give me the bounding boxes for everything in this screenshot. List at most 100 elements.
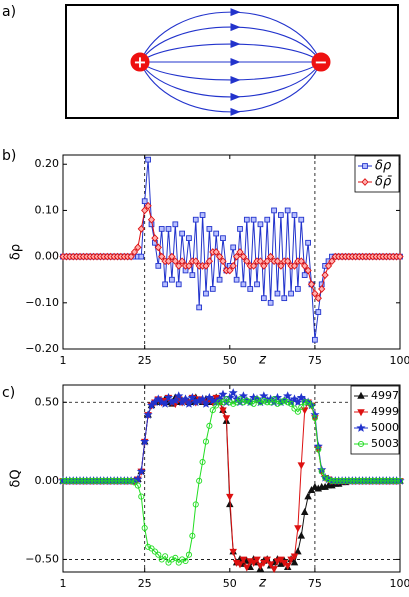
field-arrow [230, 58, 241, 66]
x-axis-label: z [258, 576, 267, 591]
marker [383, 477, 390, 484]
marker [128, 477, 135, 484]
marker [250, 216, 257, 223]
marker [133, 474, 143, 484]
marker [143, 410, 153, 419]
marker [243, 564, 251, 572]
marker [170, 395, 180, 405]
marker [138, 493, 145, 500]
marker [228, 388, 238, 397]
negative-charge [311, 52, 331, 72]
marker [80, 477, 87, 484]
marker [111, 477, 118, 484]
marker [274, 400, 281, 407]
marker [314, 294, 322, 303]
marker [178, 257, 186, 266]
marker [293, 397, 303, 407]
marker [273, 257, 282, 266]
marker [97, 477, 104, 484]
marker [249, 262, 258, 270]
marker [349, 477, 356, 484]
marker [154, 243, 162, 252]
marker [213, 230, 220, 237]
marker [203, 290, 209, 297]
marker [196, 477, 203, 484]
marker [284, 399, 291, 406]
marker [283, 391, 293, 400]
marker [199, 212, 206, 218]
marker [233, 276, 240, 283]
x-tick-label: 75 [308, 577, 322, 590]
plot-frame [62, 154, 401, 350]
marker [300, 508, 309, 516]
y-tick-label: 0.10 [35, 203, 60, 216]
marker [266, 252, 275, 261]
marker [256, 562, 265, 570]
marker [222, 415, 231, 423]
marker [321, 271, 329, 279]
marker [287, 556, 295, 564]
marker [175, 281, 182, 288]
marker [301, 262, 309, 270]
marker [147, 215, 156, 224]
marker [180, 394, 191, 404]
marker [271, 207, 277, 214]
marker [332, 477, 339, 484]
marker [163, 392, 174, 402]
marker [213, 402, 220, 409]
marker [267, 299, 274, 306]
marker [294, 525, 302, 533]
marker [158, 252, 166, 261]
marker [185, 262, 193, 270]
marker [145, 156, 151, 163]
x-tick-label: 25 [138, 354, 152, 367]
x-tick-label: 100 [390, 354, 409, 367]
field-diagram: + − [65, 4, 399, 119]
marker [141, 198, 148, 205]
marker [284, 207, 291, 214]
marker [226, 493, 234, 501]
marker [138, 253, 145, 260]
marker [184, 399, 194, 408]
marker [290, 558, 299, 566]
marker [294, 408, 301, 415]
marker [290, 553, 299, 561]
marker [295, 286, 301, 292]
marker [284, 257, 292, 266]
marker [209, 286, 216, 292]
field-arrow [230, 75, 241, 84]
marker [145, 543, 152, 550]
x-tick-label: 1 [60, 354, 67, 367]
y-tick-label: 0.20 [35, 157, 60, 170]
marker [260, 559, 268, 567]
marker [300, 407, 309, 415]
marker [366, 477, 373, 484]
marker [339, 477, 346, 484]
x-tick-label: 50 [223, 354, 237, 367]
marker [328, 257, 336, 266]
marker [315, 446, 322, 453]
marker [104, 477, 111, 484]
x-tick-label: 75 [308, 354, 322, 367]
marker [179, 556, 186, 563]
marker [155, 551, 162, 558]
marker [254, 281, 260, 288]
marker [192, 501, 199, 508]
panel-label: c) [2, 385, 15, 401]
marker [206, 422, 213, 429]
marker [172, 221, 179, 228]
marker [76, 477, 84, 484]
marker [328, 477, 335, 484]
marker [63, 477, 70, 484]
marker [325, 476, 332, 483]
marker [229, 262, 237, 270]
marker [256, 257, 265, 266]
marker [202, 262, 210, 270]
marker [298, 216, 305, 223]
marker [239, 556, 248, 564]
marker [308, 402, 315, 409]
marker [93, 477, 101, 484]
marker [124, 477, 131, 484]
legend-marker [356, 423, 366, 432]
marker [127, 252, 135, 261]
